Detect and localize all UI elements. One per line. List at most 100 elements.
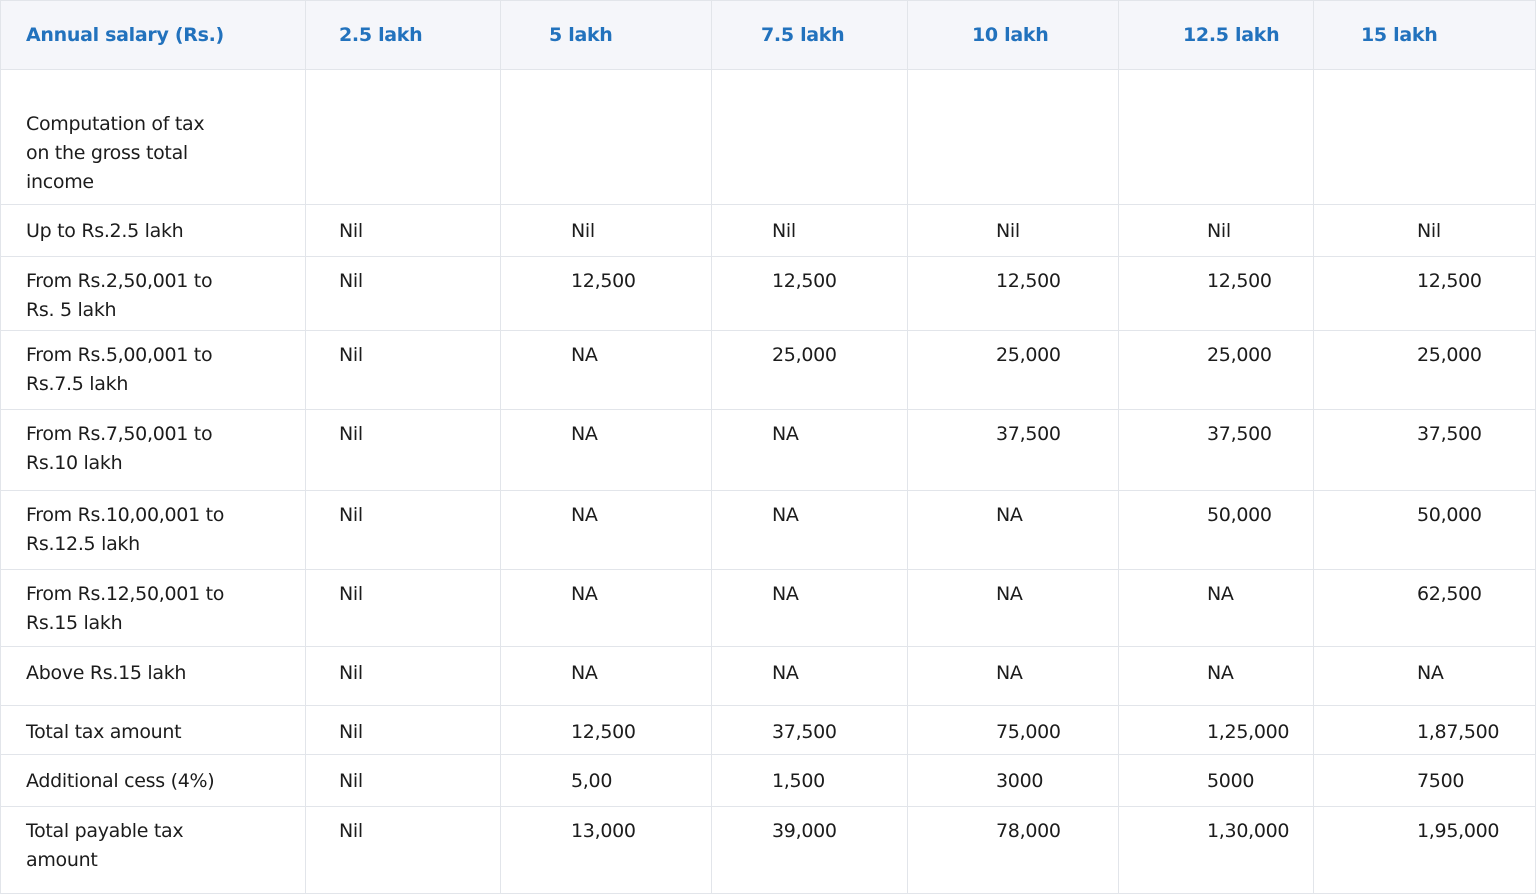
- table-row: Total payable tax amount Nil 13,000 39,000 7…: [0, 806, 1536, 894]
- table-cell: Nil: [500, 204, 712, 257]
- table-cell: Nil: [305, 330, 501, 410]
- table-row: From Rs.5,00,001 to Rs.7.5 lakh Nil NA 25,0…: [0, 330, 1536, 410]
- table-cell: 37,500: [907, 409, 1119, 491]
- header-cell: 7.5 lakh: [711, 0, 908, 70]
- table-cell: 37,500: [711, 705, 908, 755]
- table-cell: Nil: [305, 646, 501, 706]
- table-cell: NA: [500, 646, 712, 706]
- table-row: Computation of tax on the gross total in…: [0, 69, 1536, 205]
- empty-cell: [1118, 69, 1314, 205]
- table-cell: 25,000: [907, 330, 1119, 410]
- table-cell: Nil: [305, 490, 501, 570]
- empty-cell: [711, 69, 908, 205]
- table-cell: 39,000: [711, 806, 908, 894]
- table-cell: NA: [711, 646, 908, 706]
- table-row: From Rs.2,50,001 to Rs. 5 lakh Nil 12,500 1…: [0, 256, 1536, 331]
- table-cell: 1,500: [711, 754, 908, 807]
- table-cell: Nil: [305, 256, 501, 331]
- header-cell: 5 lakh: [500, 0, 712, 70]
- table-cell: Nil: [305, 204, 501, 257]
- table-cell: Nil: [711, 204, 908, 257]
- table-cell: NA: [500, 409, 712, 491]
- row-label: Total tax amount: [0, 705, 306, 755]
- header-row: Annual salary (Rs.) 2.5 lakh 5 lakh 7.5 lak…: [0, 0, 1536, 70]
- table-cell: NA: [1313, 646, 1536, 706]
- table-cell: 12,500: [907, 256, 1119, 331]
- table-cell: 75,000: [907, 705, 1119, 755]
- table-row: Total tax amount Nil 12,500 37,500 75,000 1,2…: [0, 705, 1536, 755]
- table-cell: 1,87,500: [1313, 705, 1536, 755]
- table-cell: 12,500: [1313, 256, 1536, 331]
- table-cell: Nil: [305, 754, 501, 807]
- row-label: From Rs.10,00,001 to Rs.12.5 lakh: [0, 490, 306, 570]
- table-cell: 50,000: [1118, 490, 1314, 570]
- empty-cell: [305, 69, 501, 205]
- table-cell: 25,000: [1313, 330, 1536, 410]
- table-cell: NA: [711, 409, 908, 491]
- header-cell: 10 lakh: [907, 0, 1119, 70]
- header-cell: 12.5 lakh: [1118, 0, 1314, 70]
- table-cell: 25,000: [711, 330, 908, 410]
- table-cell: 5000: [1118, 754, 1314, 807]
- table-cell: Nil: [305, 569, 501, 647]
- row-label: Additional cess (4%): [0, 754, 306, 807]
- empty-cell: [907, 69, 1119, 205]
- table-cell: 5,00: [500, 754, 712, 807]
- table-cell: 50,000: [1313, 490, 1536, 570]
- table-cell: 1,95,000: [1313, 806, 1536, 894]
- table-cell: NA: [1118, 646, 1314, 706]
- table-cell: 12,500: [500, 705, 712, 755]
- table-cell: 12,500: [500, 256, 712, 331]
- table-cell: 12,500: [711, 256, 908, 331]
- table-row: Above Rs.15 lakh Nil NA NA NA NA NA: [0, 646, 1536, 706]
- table-cell: NA: [907, 490, 1119, 570]
- header-cell: 15 lakh: [1313, 0, 1536, 70]
- table-row: From Rs.12,50,001 to Rs.15 lakh Nil NA NA NA…: [0, 569, 1536, 647]
- table-cell: 62,500: [1313, 569, 1536, 647]
- table-cell: NA: [500, 569, 712, 647]
- table-row: Additional cess (4%) Nil 5,00 1,500 3000 5000…: [0, 754, 1536, 807]
- table-row: From Rs.10,00,001 to Rs.12.5 lakh Nil NA NA…: [0, 490, 1536, 570]
- table-cell: 1,30,000: [1118, 806, 1314, 894]
- table-cell: 13,000: [500, 806, 712, 894]
- table-cell: Nil: [305, 806, 501, 894]
- row-label: From Rs.7,50,001 to Rs.10 lakh: [0, 409, 306, 491]
- table-row: Up to Rs.2.5 lakh Nil Nil Nil Nil Nil Nil: [0, 204, 1536, 257]
- row-label: From Rs.5,00,001 to Rs.7.5 lakh: [0, 330, 306, 410]
- row-label: Above Rs.15 lakh: [0, 646, 306, 706]
- table-cell: Nil: [1118, 204, 1314, 257]
- table-header: Annual salary (Rs.) 2.5 lakh 5 lakh 7.5 lak…: [0, 0, 1536, 70]
- table-cell: 3000: [907, 754, 1119, 807]
- table-cell: NA: [711, 490, 908, 570]
- row-label: Computation of tax on the gross total in…: [0, 69, 306, 205]
- row-label: From Rs.2,50,001 to Rs. 5 lakh: [0, 256, 306, 331]
- table-cell: 78,000: [907, 806, 1119, 894]
- table-row: From Rs.7,50,001 to Rs.10 lakh Nil NA NA 37,…: [0, 409, 1536, 491]
- table-cell: 25,000: [1118, 330, 1314, 410]
- table-cell: 1,25,000: [1118, 705, 1314, 755]
- table-cell: Nil: [305, 705, 501, 755]
- empty-cell: [1313, 69, 1536, 205]
- header-cell: 2.5 lakh: [305, 0, 501, 70]
- table-cell: 7500: [1313, 754, 1536, 807]
- empty-cell: [500, 69, 712, 205]
- table-cell: NA: [1118, 569, 1314, 647]
- row-label: Up to Rs.2.5 lakh: [0, 204, 306, 257]
- row-label: Total payable tax amount: [0, 806, 306, 894]
- table-cell: NA: [500, 490, 712, 570]
- table-cell: Nil: [305, 409, 501, 491]
- table-body: Computation of tax on the gross total in…: [0, 69, 1536, 894]
- table-cell: 12,500: [1118, 256, 1314, 331]
- header-cell: Annual salary (Rs.): [0, 0, 306, 70]
- table-cell: NA: [500, 330, 712, 410]
- row-label: From Rs.12,50,001 to Rs.15 lakh: [0, 569, 306, 647]
- table-cell: 37,500: [1118, 409, 1314, 491]
- table-cell: Nil: [1313, 204, 1536, 257]
- table-cell: Nil: [907, 204, 1119, 257]
- table-cell: NA: [711, 569, 908, 647]
- table-cell: 37,500: [1313, 409, 1536, 491]
- table-cell: NA: [907, 569, 1119, 647]
- table-cell: NA: [907, 646, 1119, 706]
